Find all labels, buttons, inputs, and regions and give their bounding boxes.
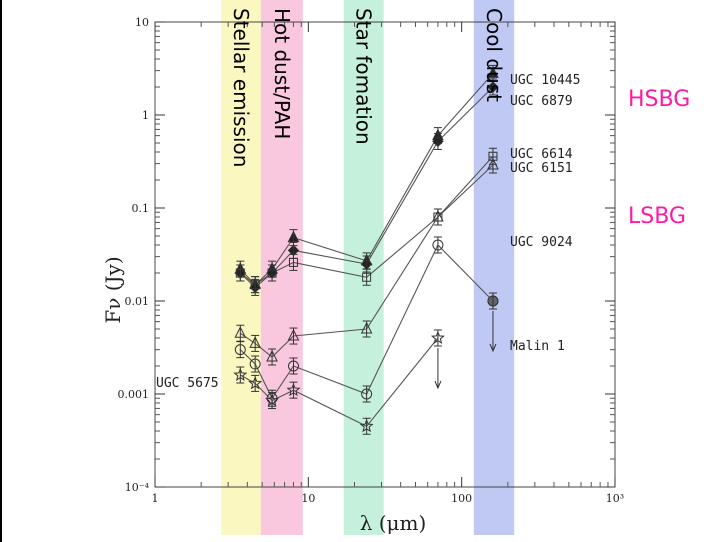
y-tick-label: 10: [135, 16, 149, 29]
point-ugc-5675: [265, 392, 280, 410]
x-tick-label: 10: [301, 492, 315, 505]
point-ugc-5675: [359, 417, 374, 435]
point-ugc-9024: [432, 236, 444, 254]
y-tick-label: 0.01: [125, 295, 150, 308]
galaxy-label-ugc-9024: UGC 9024: [510, 235, 573, 250]
galaxy-label-ugc-10445: UGC 10445: [510, 73, 580, 88]
point-malin-1: [487, 292, 499, 310]
band-label-cool-dust: Cool dust: [482, 8, 506, 102]
galaxy-label-ugc-6151: UGC 6151: [510, 161, 573, 176]
band-label-stellar-emission: Stellar emission: [229, 8, 253, 167]
point-ugc-9024: [361, 385, 373, 403]
point-ugc-6151: [287, 327, 300, 345]
point-ugc-6614: [288, 253, 298, 271]
band-hot-dust-pah: [260, 0, 303, 535]
x-axis-title: λ (μm): [360, 511, 427, 535]
point-ugc-9024: [249, 355, 261, 373]
left-border: [0, 0, 2, 542]
band-star-fomation: [343, 0, 384, 535]
ticks-layer: [154, 21, 616, 488]
galaxy-label-ugc-5675: UGC 5675: [156, 376, 219, 391]
galaxy-label-ugc-6879: UGC 6879: [510, 94, 573, 109]
point-ugc-6614: [362, 268, 372, 286]
point-ugc-5675: [286, 381, 301, 399]
band-label-hot-dust-pah: Hot dust/PAH: [270, 8, 294, 139]
text-layer: Stellar emission Hot dust/PAH Star fomatio…: [101, 8, 690, 535]
point-ugc-6151: [249, 334, 261, 352]
point-ugc-9024: [234, 341, 246, 359]
upper-limit-arrow-malin-1: [489, 311, 497, 353]
point-ugc-6614: [267, 264, 277, 282]
upper-limit-arrow-ugc-5675: [434, 348, 442, 390]
x-tick-label: 10³: [606, 492, 624, 505]
point-ugc-6151: [487, 156, 499, 174]
point-ugc-5675: [248, 374, 263, 392]
markers-layer: [233, 64, 499, 435]
x-tick-label: 1: [152, 492, 159, 505]
y-tick-label: 0.1: [132, 202, 150, 215]
y-tick-label: 0.001: [118, 388, 150, 401]
x-tick-label: 100: [451, 492, 472, 505]
point-ugc-6151: [432, 208, 444, 226]
point-ugc-6151: [266, 348, 278, 366]
galaxy-label-malin-1: Malin 1: [510, 339, 565, 354]
y-tick-label: 10⁻⁴: [125, 481, 150, 494]
point-ugc-6879: [487, 78, 499, 96]
point-ugc-6879: [432, 132, 444, 150]
point-ugc-5675: [430, 329, 445, 347]
point-ugc-6614: [235, 264, 245, 282]
point-ugc-6614: [250, 276, 260, 294]
class-label-lsbg: LSBG: [628, 204, 686, 229]
y-tick-label: 1: [142, 109, 149, 122]
point-ugc-9024: [287, 357, 299, 375]
plot-frame: [154, 21, 616, 488]
point-ugc-6151: [360, 320, 373, 338]
band-label-star-fomation: Star fomation: [352, 8, 376, 145]
bands-layer: [221, 0, 515, 535]
class-label-hsbg: HSBG: [628, 87, 690, 112]
point-ugc-5675: [233, 366, 248, 384]
galaxy-label-ugc-6614: UGC 6614: [510, 147, 573, 162]
series-line-ugc-5675: [240, 337, 439, 427]
y-axis-title: Fν (Jy): [101, 256, 125, 323]
